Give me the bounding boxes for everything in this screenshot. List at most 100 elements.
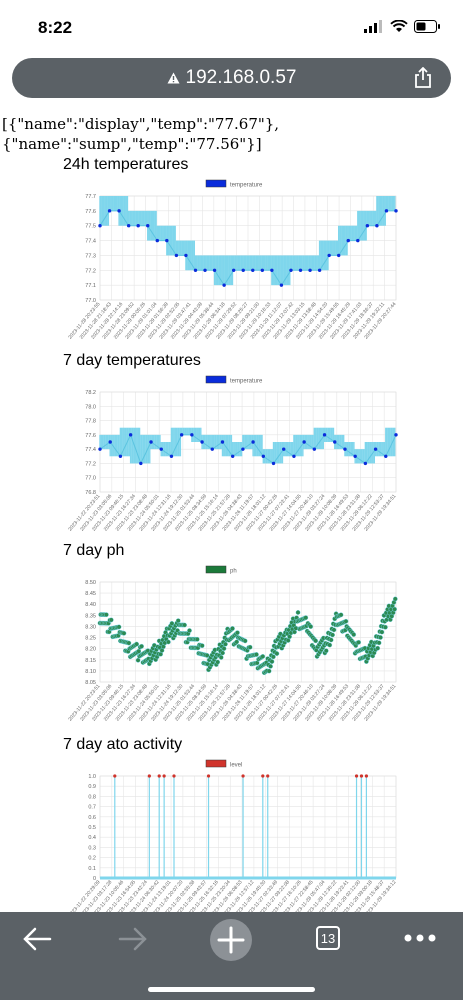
y-tick-label: 77.8 — [85, 419, 96, 425]
ph-point — [182, 622, 187, 628]
ph-point — [215, 659, 221, 665]
ato-spike-point — [241, 774, 245, 778]
temp-point — [363, 461, 368, 466]
ato-spike-point — [162, 774, 166, 778]
ph-point — [204, 653, 210, 658]
tab-count-button[interactable]: 13 — [316, 926, 340, 950]
temp-point — [384, 454, 388, 458]
more-icon[interactable] — [404, 934, 436, 942]
chart-title-ato: 7 day ato activity — [63, 736, 183, 753]
share-icon[interactable] — [413, 67, 433, 89]
temp-point — [212, 268, 217, 272]
temp-point — [203, 268, 207, 272]
temp-point — [353, 454, 357, 458]
y-tick-label: 0.4 — [88, 835, 96, 841]
ph-point — [343, 618, 349, 624]
temp-point — [210, 447, 214, 451]
ato-spike-point — [354, 774, 359, 778]
temp-point — [230, 454, 235, 458]
y-tick-label: 77.4 — [85, 447, 96, 453]
ph-point — [327, 642, 333, 648]
temp-point — [159, 447, 163, 451]
temp-point — [169, 454, 174, 458]
ph-point — [242, 638, 248, 644]
y-tick-label: 77.0 — [85, 476, 96, 482]
chart-7day-ato-activity: level1.00.90.80.70.60.50.40.30.20.102023… — [67, 759, 398, 912]
temp-point — [220, 440, 225, 444]
temp-point — [200, 440, 204, 444]
new-tab-icon[interactable] — [209, 918, 253, 962]
temp-point — [271, 461, 276, 466]
ph-point — [254, 652, 259, 657]
address-bar[interactable]: 192.168.0.57 — [12, 58, 451, 98]
y-tick-label: 77.2 — [85, 461, 96, 467]
back-icon[interactable] — [22, 926, 52, 952]
y-tick-label: 77.5 — [85, 224, 96, 230]
browser-toolbar: 192.168.0.57 — [0, 56, 463, 110]
forward-icon[interactable] — [118, 926, 148, 952]
temp-point — [302, 440, 306, 444]
ph-point — [108, 617, 114, 623]
ato-spike-point — [206, 774, 211, 778]
temp-point — [155, 238, 159, 243]
ph-point — [308, 624, 314, 630]
y-tick-label: 76.8 — [85, 490, 96, 496]
status-bar: 8:22 — [0, 0, 463, 56]
chart-title-24h: 24h temperatures — [63, 156, 189, 173]
ato-spike-point — [172, 774, 176, 778]
temp-point — [146, 224, 150, 228]
ato-spike-point — [364, 774, 368, 778]
legend-swatch — [205, 375, 227, 384]
ph-point — [199, 643, 205, 649]
ph-point — [392, 606, 397, 612]
temp-point — [292, 454, 296, 458]
ph-point — [356, 639, 362, 645]
y-tick-label: 77.0 — [85, 298, 96, 304]
ph-point — [194, 636, 200, 642]
temp-point — [139, 461, 143, 466]
ph-point — [274, 651, 280, 656]
y-tick-label: 77.4 — [85, 239, 96, 245]
ph-point — [223, 641, 228, 647]
warning-icon — [167, 72, 180, 84]
ph-point — [378, 635, 383, 640]
temp-point — [149, 440, 153, 444]
chart-title-7day-temp: 7 day temperatures — [63, 352, 201, 369]
y-tick-label: 0.5 — [88, 825, 96, 831]
ph-point — [375, 645, 381, 651]
temp-point — [333, 440, 337, 444]
ph-point — [266, 668, 272, 674]
temp-point — [343, 447, 347, 451]
ph-point — [230, 626, 235, 631]
y-tick-label: 77.7 — [85, 194, 96, 200]
ph-point — [331, 627, 337, 633]
temp-point — [298, 268, 303, 272]
wifi-icon — [390, 20, 408, 32]
temp-point — [108, 440, 112, 444]
temp-point — [184, 253, 188, 258]
ph-point — [330, 632, 335, 638]
temp-point — [126, 224, 131, 228]
home-indicator — [148, 987, 315, 992]
y-tick-label: 8.05 — [85, 680, 96, 686]
temp-point — [282, 447, 286, 451]
ph-point — [126, 640, 132, 646]
temp-point — [365, 224, 370, 228]
temp-point — [308, 268, 312, 272]
ph-point — [328, 637, 334, 643]
ato-spike-point — [359, 774, 364, 778]
ph-point — [139, 643, 144, 649]
ph-point — [303, 615, 309, 621]
temp-point — [118, 454, 123, 458]
ato-spike-point — [147, 774, 151, 778]
json-line-2: {"name":"sump","temp":"77.56"}] — [2, 135, 262, 153]
plot-frame — [99, 581, 397, 683]
temp-point — [394, 209, 398, 213]
chart-title-7day-ph: 7 day ph — [63, 542, 125, 559]
y-tick-label: 77.6 — [85, 433, 96, 439]
y-tick-label: 77.3 — [85, 253, 96, 259]
legend-label: ph — [230, 569, 237, 575]
ph-point — [295, 610, 301, 615]
ph-point — [169, 621, 175, 626]
y-tick-label: 0.9 — [88, 784, 96, 790]
